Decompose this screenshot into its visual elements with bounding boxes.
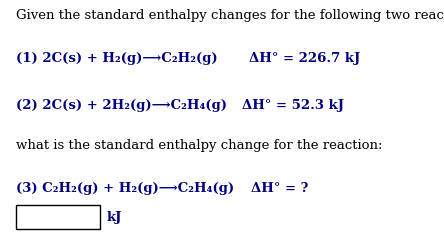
Text: (2) 2C(s) + 2H₂(g)⟶C₂H₄(g): (2) 2C(s) + 2H₂(g)⟶C₂H₄(g) [16,99,226,112]
Text: ΔH° = ?: ΔH° = ? [251,182,308,195]
Text: kJ: kJ [107,211,122,224]
Text: ΔH° = 226.7 kJ: ΔH° = 226.7 kJ [249,52,360,65]
Text: (1) 2C(s) + H₂(g)⟶C₂H₂(g): (1) 2C(s) + H₂(g)⟶C₂H₂(g) [16,52,217,65]
Text: (3) C₂H₂(g) + H₂(g)⟶C₂H₄(g): (3) C₂H₂(g) + H₂(g)⟶C₂H₄(g) [16,182,234,195]
Text: ΔH° = 52.3 kJ: ΔH° = 52.3 kJ [242,99,344,112]
Bar [16,205,100,229]
Text: what is the standard enthalpy change for the reaction:: what is the standard enthalpy change for… [16,139,382,152]
Text: Given the standard enthalpy changes for the following two reactions:: Given the standard enthalpy changes for … [16,9,444,22]
